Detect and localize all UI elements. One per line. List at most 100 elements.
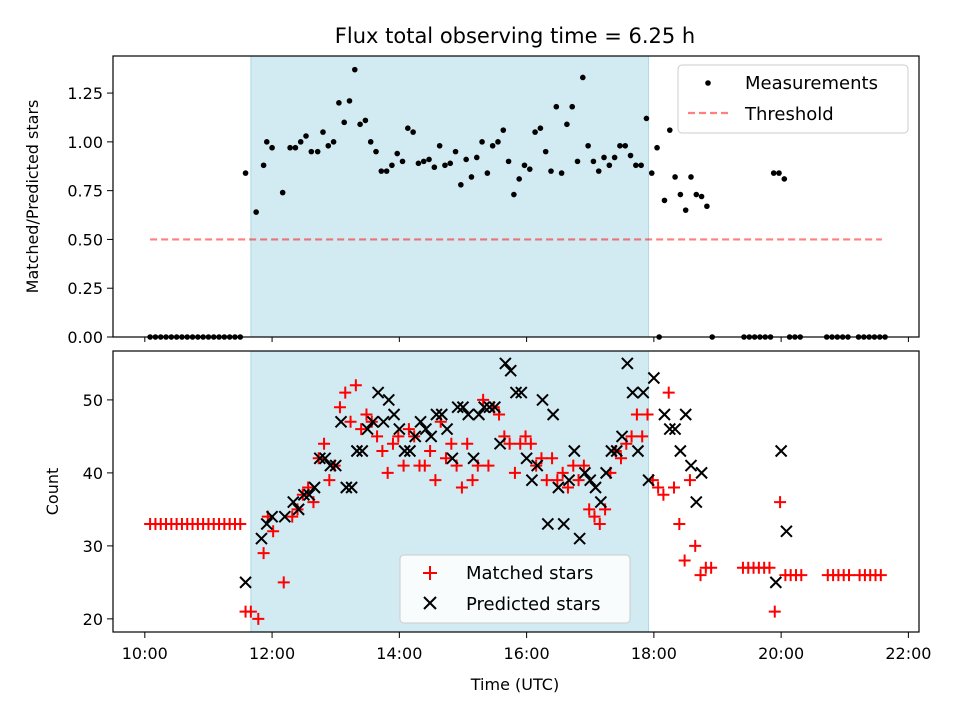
measurement-point: [473, 154, 480, 161]
legend-measurements-label: Measurements: [745, 73, 878, 94]
predicted-star-point: [562, 473, 576, 487]
predicted-star-point: [329, 459, 342, 472]
predicted-star-point: [663, 422, 676, 436]
predicted-star-point: [679, 408, 692, 421]
matched-star-point: [503, 437, 516, 450]
matched-star-point: [429, 474, 442, 487]
measurement-point: [638, 162, 644, 169]
measurement-point: [776, 170, 782, 176]
legend-matched-marker: [423, 566, 437, 580]
matched-star-point: [683, 474, 696, 487]
measurement-point: [297, 139, 304, 145]
measurement-point: [495, 139, 501, 145]
measurement-point: [447, 160, 454, 167]
bottom-legend: Matched stars Predicted stars: [399, 554, 631, 624]
predicted-star-point: [419, 422, 433, 436]
predicted-star-point: [621, 357, 634, 370]
measurement-point: [269, 144, 275, 151]
matched-star-point: [705, 561, 718, 574]
measurement-point: [242, 170, 249, 176]
predicted-star-point: [531, 459, 544, 472]
measurement-point: [410, 129, 416, 135]
predicted-star-point: [483, 400, 496, 414]
predicted-star-point: [340, 481, 353, 494]
predicted-star-point: [292, 503, 305, 516]
predicted-star-point: [366, 415, 380, 429]
measurement-point: [770, 170, 777, 176]
predicted-star-point: [424, 430, 438, 443]
measurement-point: [367, 139, 374, 145]
matched-star-point: [461, 437, 474, 450]
legend-threshold-label: Threshold: [744, 104, 834, 125]
matched-star-point: [540, 474, 553, 487]
measurement-point: [442, 162, 448, 169]
measurement-point: [325, 142, 332, 149]
x-tick-label: 12:00: [249, 644, 295, 663]
predicted-star-point: [552, 481, 565, 494]
predicted-star-point: [695, 466, 708, 480]
measurement-point: [537, 125, 544, 132]
predicted-star-point: [610, 444, 623, 458]
matched-star-point: [514, 437, 527, 450]
measurement-point: [532, 129, 538, 135]
matched-star-point: [445, 437, 458, 450]
measurement-point: [585, 142, 591, 149]
bottom-axes-frame: [112, 350, 920, 633]
matched-star-point: [524, 437, 537, 450]
top-x-ticks: [144, 337, 909, 342]
predicted-star-point: [334, 415, 348, 429]
measurement-point: [373, 148, 379, 155]
predicted-star-point: [451, 400, 464, 414]
legend-predicted-label: Predicted stars: [466, 594, 600, 615]
measurement-point: [648, 170, 655, 176]
matched-star-point: [763, 561, 776, 574]
x-tick-label: 14:00: [376, 644, 422, 663]
matched-star-point: [689, 539, 702, 552]
predicted-star-point: [769, 576, 783, 589]
predicted-star-point: [387, 408, 401, 421]
predicted-star-point: [557, 517, 570, 531]
predicted-star-point: [780, 525, 793, 538]
predicted-star-point: [350, 444, 364, 458]
predicted-star-point: [393, 422, 406, 436]
matched-star-point: [567, 459, 580, 472]
matched-star-point: [418, 459, 431, 472]
y-tick-label: 40: [83, 464, 103, 483]
predicted-star-point: [446, 452, 459, 465]
bottom-y-axis-label: Count: [43, 468, 62, 516]
matched-star-point: [625, 430, 638, 443]
y-tick-label: 1.25: [67, 84, 103, 103]
predicted-star-point: [467, 452, 480, 465]
legend-measurement-marker: [705, 80, 711, 86]
predicted-star-point: [371, 386, 385, 399]
matched-star-point: [546, 452, 559, 465]
measurement-point: [521, 162, 528, 169]
matched-star-point: [588, 510, 601, 523]
matched-star-point: [392, 430, 405, 443]
predicted-star-point: [647, 371, 661, 385]
x-tick-label: 22:00: [885, 644, 931, 663]
measurement-point: [399, 158, 406, 165]
matched-star-point: [593, 517, 606, 530]
measurement-point: [505, 158, 512, 165]
predicted-star-point: [382, 393, 395, 407]
measurement-point: [622, 142, 629, 149]
x-tick-label: 10:00: [122, 644, 168, 663]
bottom-y-axis: 20 30 40 50: [83, 391, 113, 629]
measurement-point: [601, 154, 607, 161]
top-legend-box: [677, 64, 909, 134]
measurement-point: [693, 191, 700, 198]
measurement-point: [260, 162, 267, 169]
measurement-point: [781, 176, 788, 182]
matched-star-point: [678, 554, 691, 567]
measurement-point: [666, 127, 673, 133]
predicted-star-point: [615, 430, 629, 443]
predicted-star-point: [260, 517, 273, 531]
measurement-point: [479, 139, 485, 145]
predicted-star-point: [361, 422, 374, 436]
measurement-point: [661, 197, 668, 204]
predicted-star-point: [668, 422, 682, 436]
matched-star-point: [349, 379, 362, 392]
measurement-point: [654, 144, 660, 151]
